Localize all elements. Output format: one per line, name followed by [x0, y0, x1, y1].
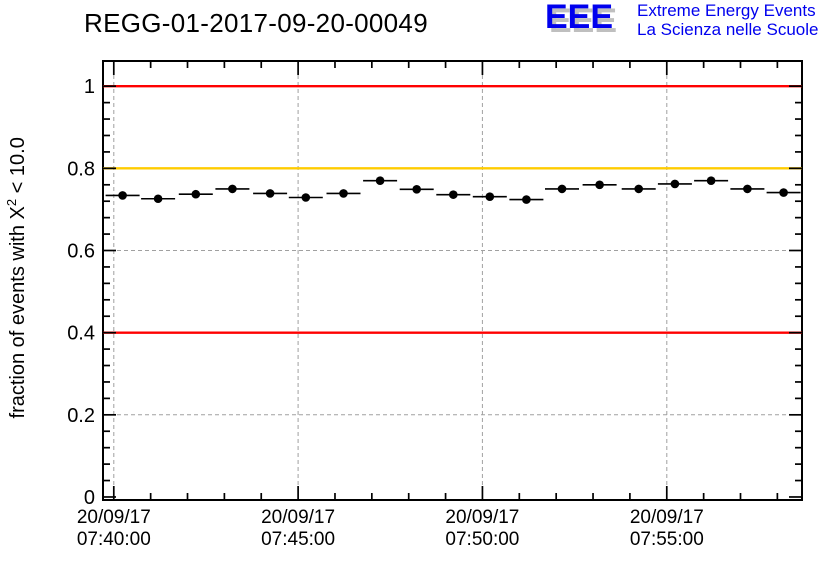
svg-text:0.8: 0.8	[67, 158, 95, 180]
svg-text:0: 0	[84, 487, 95, 509]
svg-text:0.2: 0.2	[67, 405, 95, 427]
svg-text:0.6: 0.6	[67, 241, 95, 263]
svg-text:20/09/17: 20/09/17	[445, 507, 519, 528]
svg-text:1: 1	[84, 76, 95, 98]
svg-text:20/09/17: 20/09/17	[261, 507, 335, 528]
svg-text:20/09/17: 20/09/17	[77, 507, 151, 528]
svg-text:07:50:00: 07:50:00	[445, 529, 519, 550]
svg-text:20/09/17: 20/09/17	[630, 507, 704, 528]
svg-text:0.4: 0.4	[67, 323, 95, 345]
svg-text:07:55:00: 07:55:00	[630, 529, 704, 550]
svg-text:07:40:00: 07:40:00	[77, 529, 151, 550]
svg-text:07:45:00: 07:45:00	[261, 529, 335, 550]
